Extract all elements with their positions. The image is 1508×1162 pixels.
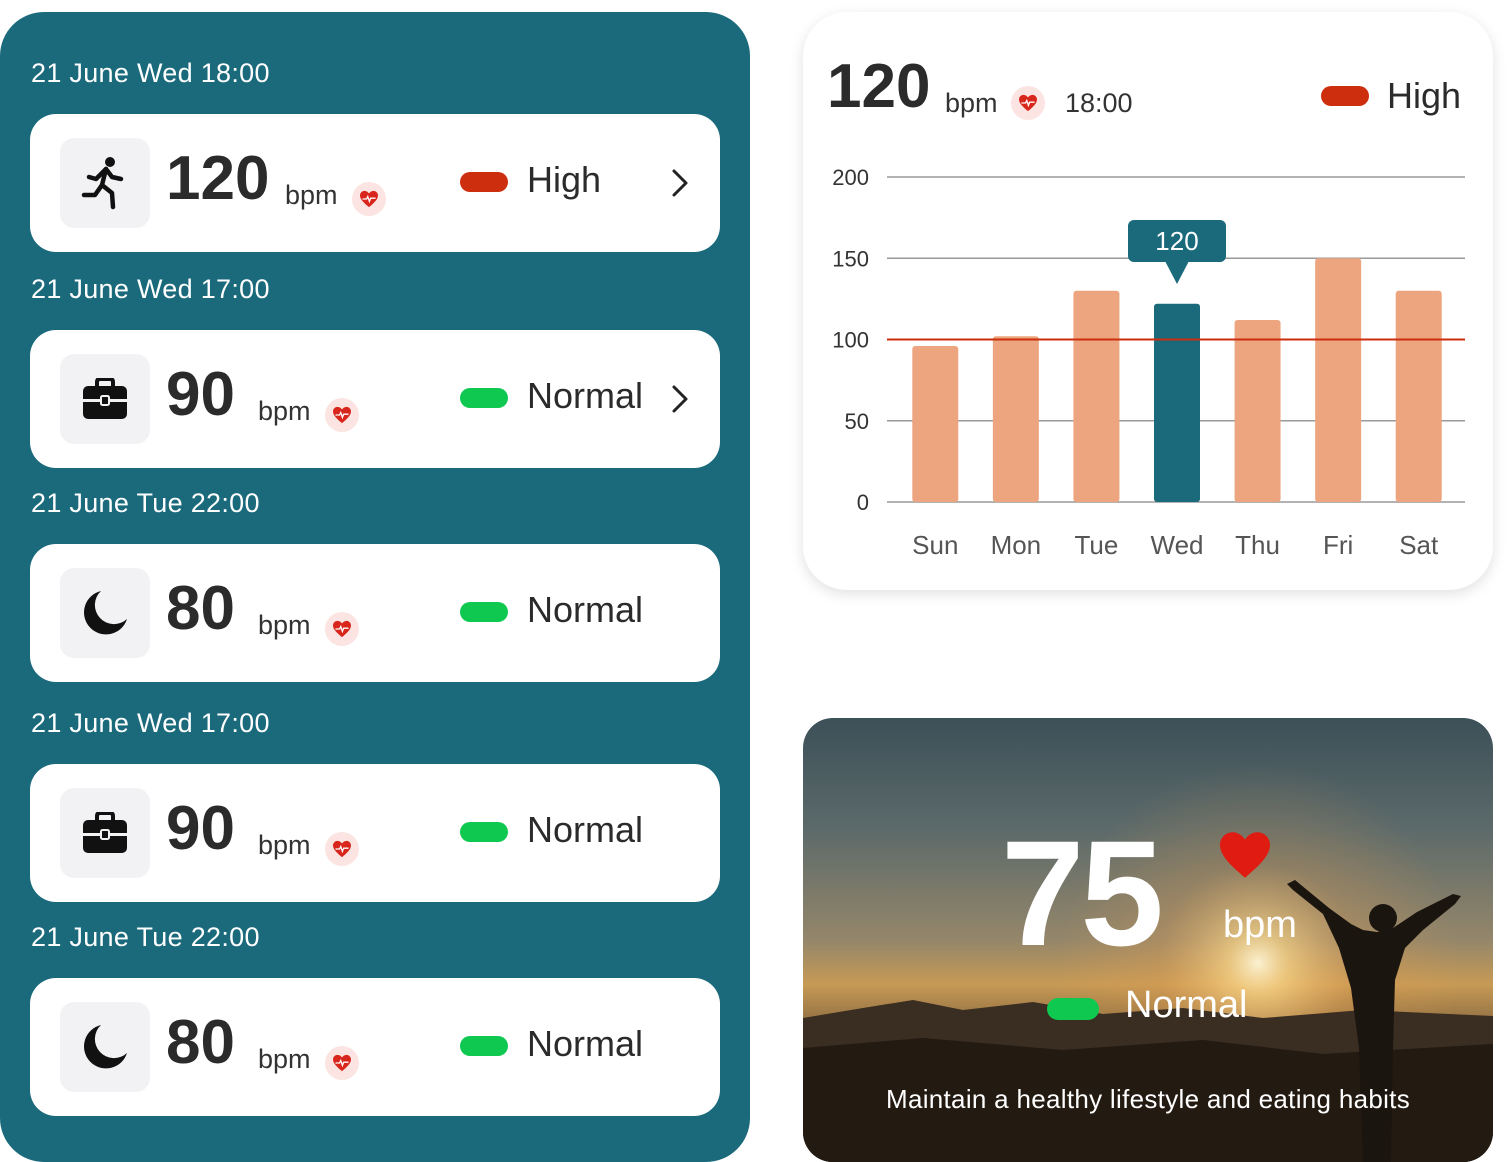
- tooltip-pointer: [1165, 261, 1189, 284]
- moon-icon: [60, 568, 150, 658]
- entry-date: 21 June Tue 22:00: [31, 488, 260, 518]
- x-tick-label: Tue: [1075, 530, 1119, 560]
- heart-pulse-icon: [325, 612, 359, 646]
- current-bpm-time: 18:00: [1065, 88, 1133, 118]
- bar-mon: [992, 336, 1039, 502]
- history-panel: 21 June Wed 18:00 120 bpm High 21 June Wed 1…: [0, 12, 750, 1162]
- status-pill: [460, 822, 508, 842]
- entry-bpm-unit: bpm: [258, 396, 311, 426]
- bar-tue: [1073, 290, 1120, 502]
- entry-bpm-unit: bpm: [285, 180, 338, 210]
- sunset-hiker-image: [803, 718, 1493, 1162]
- entry-bpm-value: 80: [166, 1008, 235, 1077]
- x-tick-label: Sun: [912, 530, 958, 560]
- status-pill-high: [1321, 86, 1369, 106]
- heart-rate-entry[interactable]: 90 bpm Normal: [30, 330, 720, 468]
- status-pill: [460, 1036, 508, 1056]
- entry-bpm-value: 90: [166, 794, 235, 863]
- entry-status-label: Normal: [527, 809, 644, 850]
- briefcase-icon: [60, 788, 150, 878]
- entry-date: 21 June Wed 17:00: [31, 708, 270, 738]
- hero-status-label: Normal: [1125, 984, 1248, 1026]
- heart-pulse-icon: [352, 182, 386, 216]
- x-tick-label: Mon: [991, 530, 1042, 560]
- entry-bpm-unit: bpm: [258, 1044, 311, 1074]
- running-person-icon: [60, 138, 150, 228]
- heart-icon: [1220, 832, 1270, 878]
- entry-bpm-value: 120: [166, 144, 270, 213]
- status-pill-normal: [1047, 998, 1099, 1020]
- heart-rate-entry[interactable]: 80 bpm Normal: [30, 544, 720, 682]
- bar-thu: [1234, 320, 1281, 502]
- current-status-label: High: [1387, 75, 1462, 116]
- y-tick-label: 0: [857, 490, 869, 515]
- current-heart-rate-hero: 75 bpm Normal Maintain a healthy lifesty…: [803, 718, 1493, 1162]
- heart-rate-entry[interactable]: 80 bpm Normal: [30, 978, 720, 1116]
- y-tick-label: 150: [832, 246, 869, 271]
- x-tick-label: Fri: [1323, 530, 1353, 560]
- entry-date: 21 June Tue 22:00: [31, 922, 260, 952]
- hero-bpm-unit: bpm: [1223, 904, 1297, 946]
- entry-status-label: High: [527, 159, 602, 200]
- entry-date: 21 June Wed 18:00: [31, 58, 270, 88]
- status-pill: [460, 172, 508, 192]
- hero-bpm-value: 75: [1001, 809, 1164, 977]
- briefcase-icon: [60, 354, 150, 444]
- bar-chart: 0 50 100 150 200 Sun Mon Tue Wed 120 Thu Fri Sat: [832, 165, 1465, 560]
- x-tick-label: Wed: [1151, 530, 1204, 560]
- heart-pulse-icon: [325, 832, 359, 866]
- entry-bpm-value: 90: [166, 360, 235, 429]
- entry-bpm-unit: bpm: [258, 830, 311, 860]
- bar-sun: [912, 346, 959, 502]
- tooltip-value: 120: [1155, 226, 1198, 256]
- entry-status-label: Normal: [527, 589, 644, 630]
- heart-pulse-icon: [1011, 86, 1045, 120]
- entry-bpm-unit: bpm: [258, 610, 311, 640]
- bar-tooltip: [1128, 220, 1226, 262]
- bar-fri: [1315, 258, 1362, 502]
- y-tick-label: 100: [832, 328, 869, 353]
- y-tick-label: 200: [832, 165, 869, 190]
- chevron-right-icon[interactable]: [666, 384, 692, 414]
- moon-icon: [60, 1002, 150, 1092]
- heart-rate-entry[interactable]: 90 bpm Normal: [30, 764, 720, 902]
- heart-pulse-icon: [325, 398, 359, 432]
- y-tick-label: 50: [845, 409, 869, 434]
- bar-sat: [1395, 290, 1442, 502]
- status-pill: [460, 602, 508, 622]
- status-pill: [460, 388, 508, 408]
- entry-status-label: Normal: [527, 1023, 644, 1064]
- current-bpm-unit: bpm: [945, 88, 998, 118]
- chevron-right-icon[interactable]: [666, 168, 692, 198]
- weekly-chart-card: 120 bpm 18:00 High 0 50 100 150 200 Sun Mon Tue…: [803, 12, 1493, 590]
- x-tick-label: Thu: [1235, 530, 1280, 560]
- entry-bpm-value: 80: [166, 574, 235, 643]
- heart-pulse-icon: [325, 1046, 359, 1080]
- heart-rate-entry[interactable]: 120 bpm High: [30, 114, 720, 252]
- health-tip: Maintain a healthy lifestyle and eating …: [885, 1084, 1410, 1114]
- x-tick-label: Sat: [1399, 530, 1439, 560]
- bar-wed: [1154, 303, 1200, 502]
- entry-date: 21 June Wed 17:00: [31, 274, 270, 304]
- entry-status-label: Normal: [527, 375, 644, 416]
- current-bpm-value: 120: [827, 52, 931, 121]
